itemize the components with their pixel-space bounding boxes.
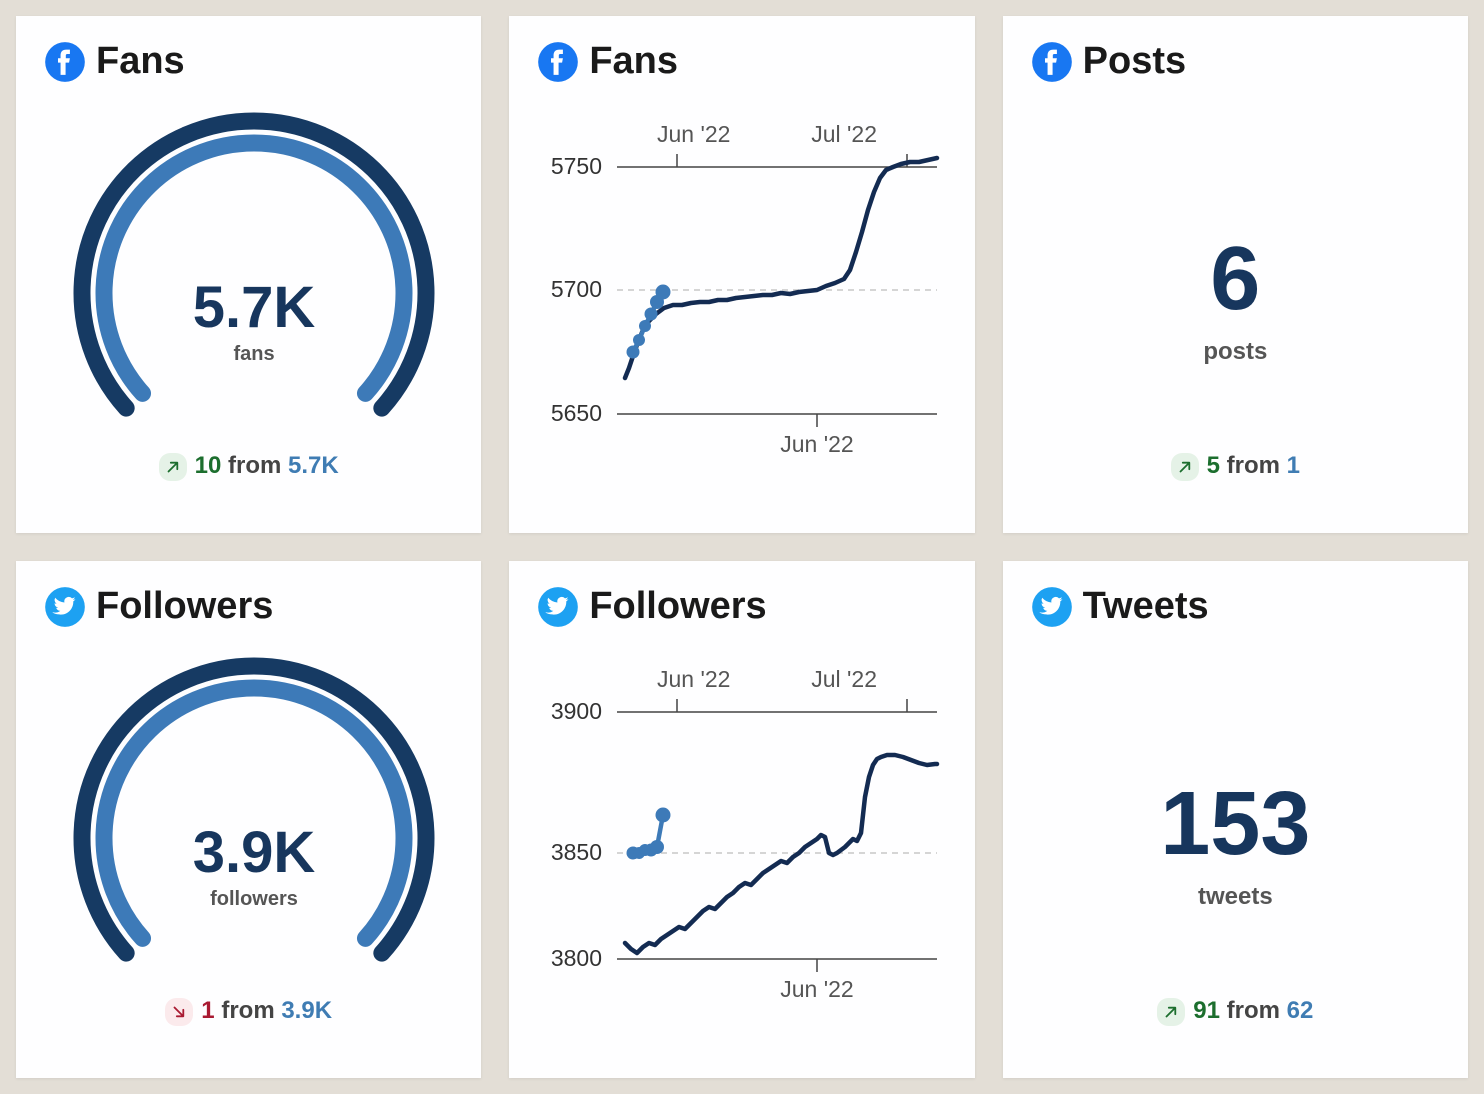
svg-text:5650: 5650 [551,400,602,426]
svg-text:Jun '22: Jun '22 [781,431,854,457]
svg-text:Jul '22: Jul '22 [812,121,878,147]
svg-text:Jun '22: Jun '22 [657,666,730,692]
svg-text:5750: 5750 [551,153,602,179]
svg-text:3900: 3900 [551,698,602,724]
svg-text:Jul '22: Jul '22 [812,666,878,692]
svg-text:Jun '22: Jun '22 [657,121,730,147]
svg-text:Jun '22: Jun '22 [781,976,854,1002]
svg-text:3800: 3800 [551,945,602,971]
svg-text:5700: 5700 [551,276,602,302]
svg-text:3850: 3850 [551,839,602,865]
